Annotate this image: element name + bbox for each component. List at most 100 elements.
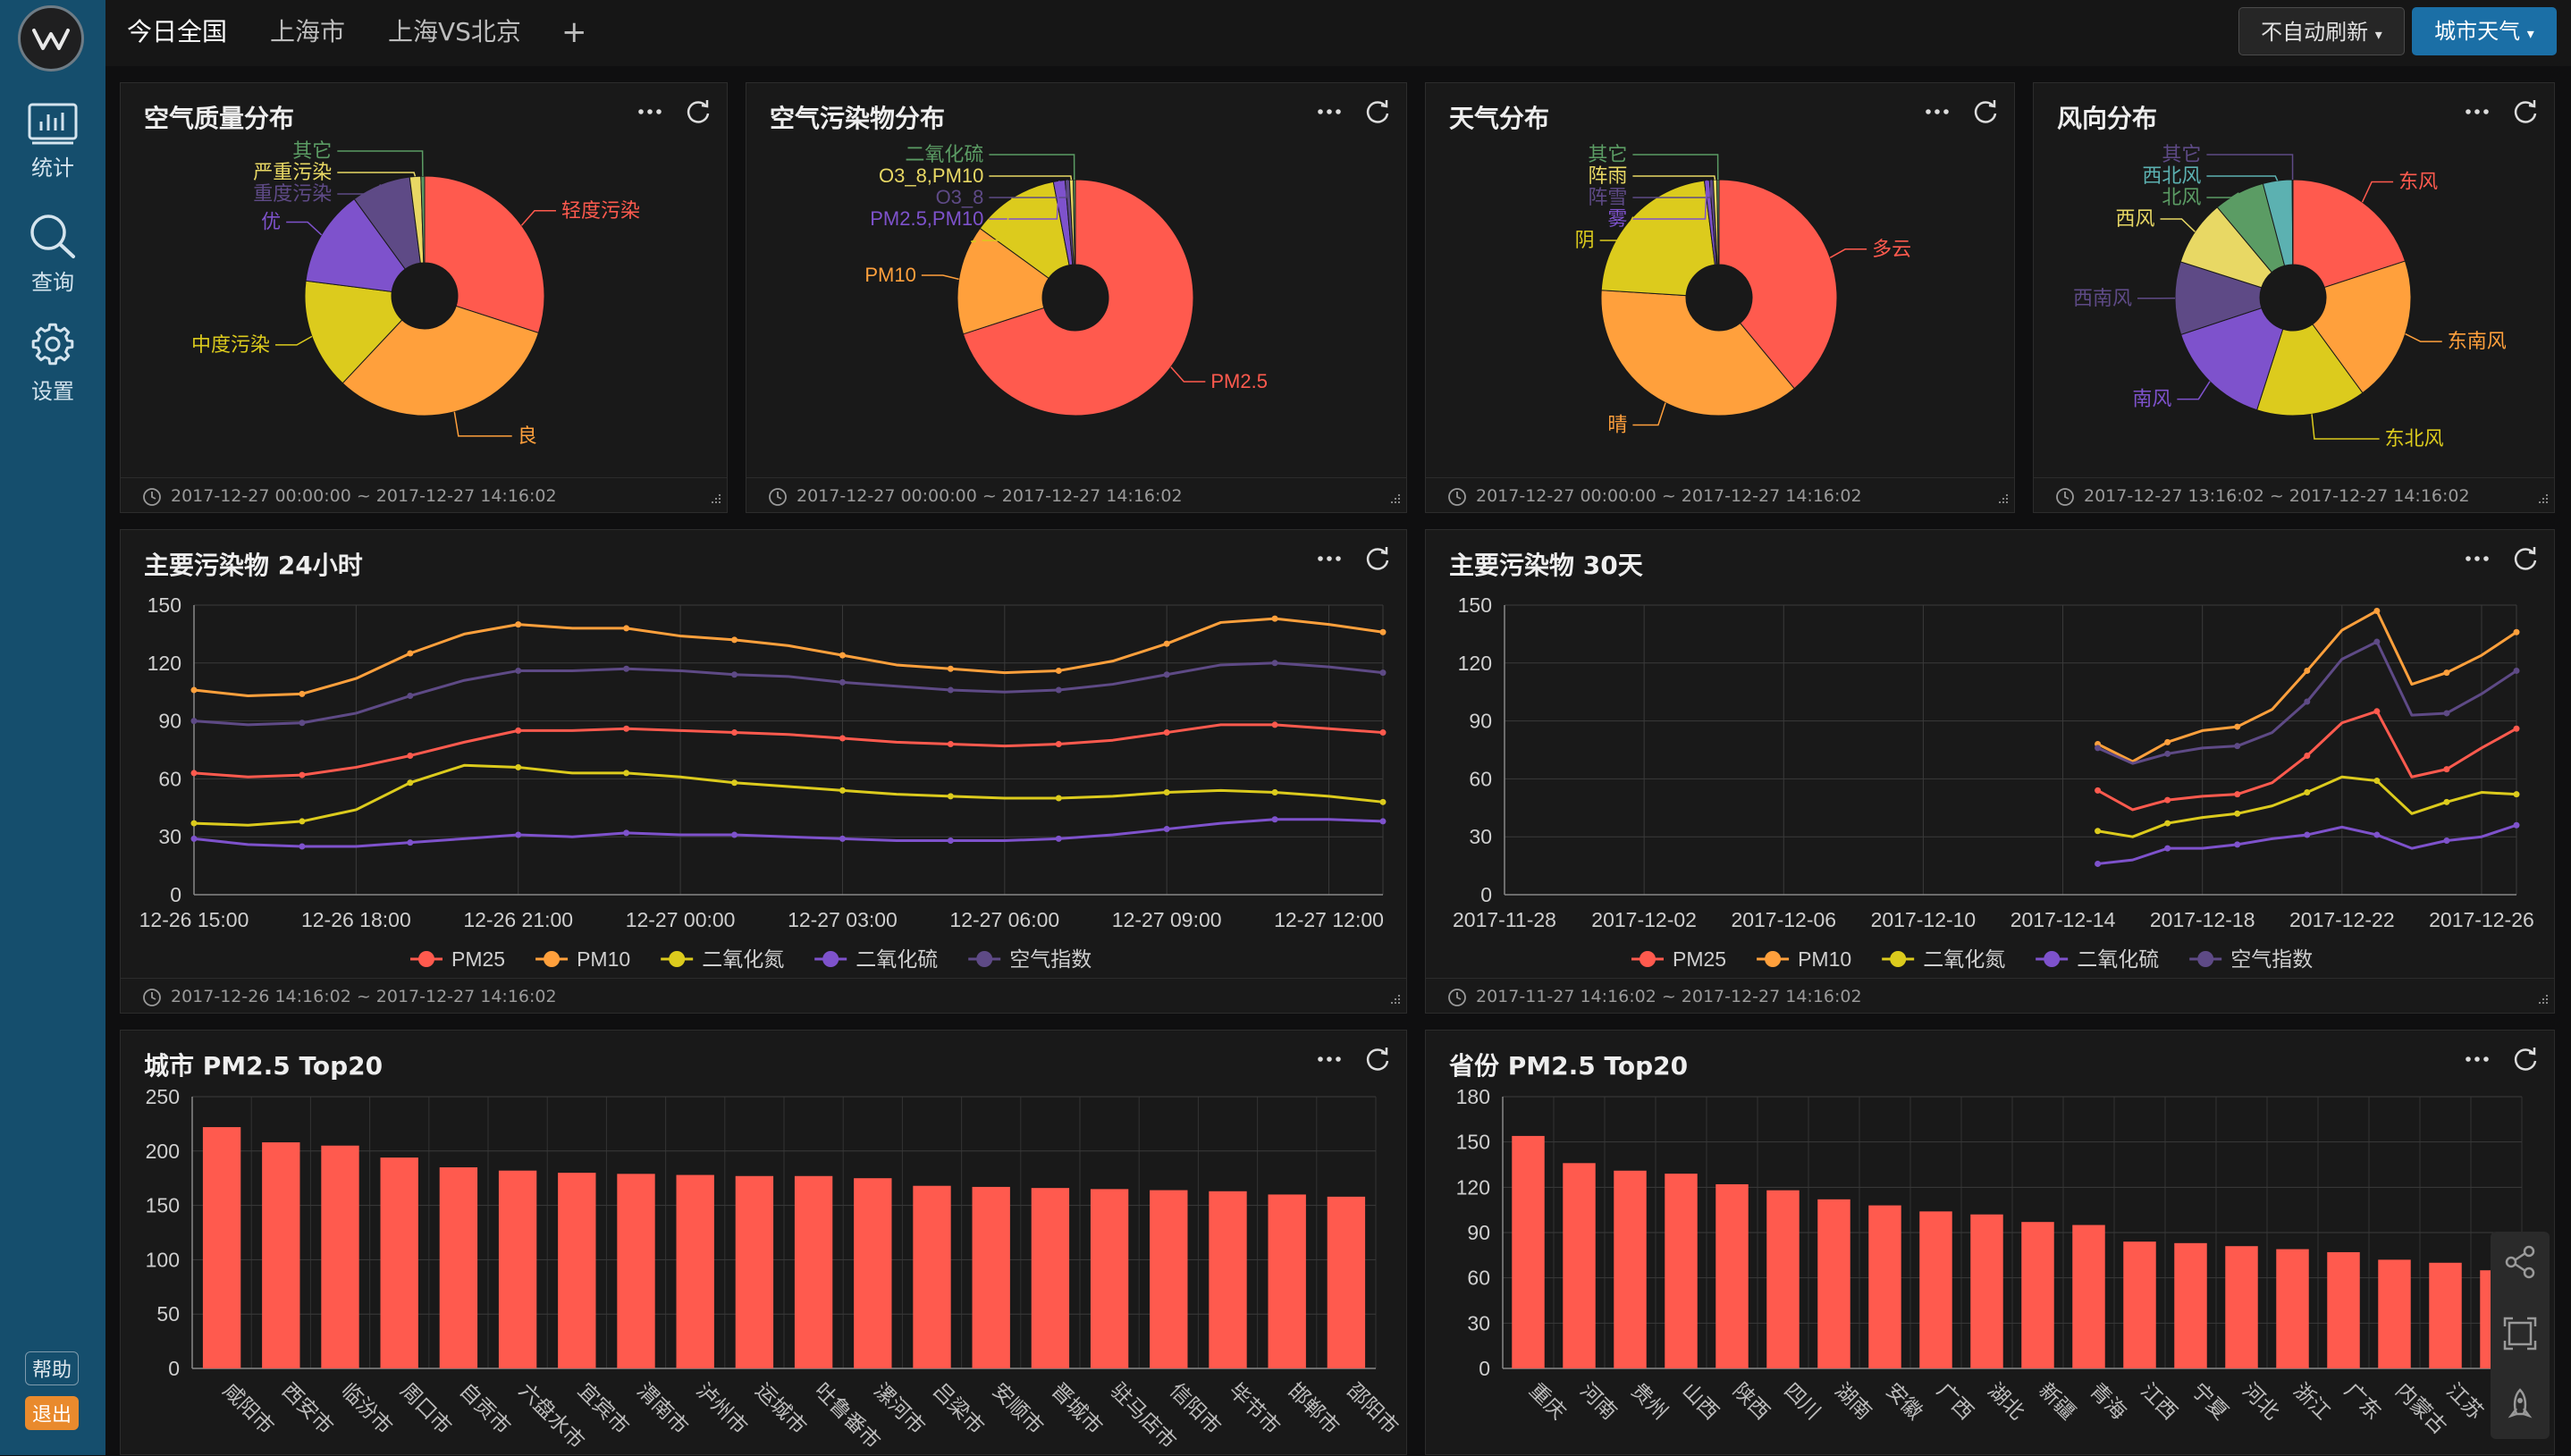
data-point[interactable]: [2164, 845, 2171, 852]
data-point[interactable]: [623, 829, 630, 837]
data-point[interactable]: [190, 820, 198, 827]
data-point[interactable]: [839, 835, 846, 842]
help-button[interactable]: 帮助: [25, 1351, 79, 1385]
bar[interactable]: [1563, 1163, 1596, 1368]
data-point[interactable]: [1163, 640, 1170, 647]
data-point[interactable]: [1163, 826, 1170, 833]
data-point[interactable]: [839, 787, 846, 794]
bar[interactable]: [1031, 1188, 1070, 1368]
data-point[interactable]: [1379, 818, 1387, 825]
data-point[interactable]: [2164, 738, 2171, 745]
bar[interactable]: [1327, 1196, 1366, 1368]
data-point[interactable]: [731, 729, 738, 736]
more-icon[interactable]: [1313, 543, 1345, 575]
bar[interactable]: [2327, 1251, 2360, 1368]
bar[interactable]: [1614, 1170, 1647, 1368]
data-point[interactable]: [1163, 789, 1170, 796]
data-point[interactable]: [1055, 667, 1062, 674]
data-point[interactable]: [2164, 796, 2171, 804]
refresh-icon[interactable]: [1361, 1043, 1394, 1075]
data-point[interactable]: [1055, 835, 1062, 842]
data-point[interactable]: [2373, 638, 2381, 645]
pie-slice[interactable]: [420, 175, 426, 264]
data-point[interactable]: [2443, 669, 2450, 677]
bar[interactable]: [2429, 1262, 2462, 1368]
pie-slice[interactable]: [424, 175, 545, 334]
data-point[interactable]: [623, 770, 630, 777]
resize-handle-icon[interactable]: [2536, 489, 2549, 509]
data-point[interactable]: [1055, 795, 1062, 802]
bar[interactable]: [972, 1186, 1010, 1368]
data-point[interactable]: [2304, 831, 2311, 838]
data-point[interactable]: [2513, 628, 2520, 635]
data-point[interactable]: [2304, 698, 2311, 705]
pie-slice[interactable]: [2312, 260, 2412, 394]
data-point[interactable]: [299, 690, 306, 697]
data-point[interactable]: [1055, 686, 1062, 694]
resize-handle-icon[interactable]: [1996, 489, 2009, 509]
share-icon[interactable]: [2502, 1244, 2538, 1280]
pie-slice[interactable]: [2180, 307, 2284, 411]
resize-handle-icon[interactable]: [1388, 489, 1401, 509]
refresh-icon[interactable]: [1361, 543, 1394, 575]
data-point[interactable]: [299, 818, 306, 825]
data-point[interactable]: [2234, 723, 2241, 730]
bar[interactable]: [2276, 1249, 2309, 1368]
data-point[interactable]: [190, 770, 198, 777]
pie-slice[interactable]: [962, 179, 1194, 417]
series-line[interactable]: [193, 661, 1384, 727]
auto-refresh-dropdown[interactable]: 不自动刷新 ▾: [2238, 7, 2405, 55]
bar[interactable]: [1868, 1205, 1901, 1368]
data-point[interactable]: [407, 839, 414, 846]
data-point[interactable]: [2095, 828, 2102, 835]
data-point[interactable]: [299, 843, 306, 850]
data-point[interactable]: [1379, 628, 1387, 635]
bar[interactable]: [617, 1174, 655, 1368]
legend-item[interactable]: 二氧化硫: [2036, 947, 2159, 971]
data-point[interactable]: [947, 665, 954, 672]
data-point[interactable]: [2234, 841, 2241, 848]
data-point[interactable]: [2304, 752, 2311, 759]
data-point[interactable]: [2443, 837, 2450, 845]
data-point[interactable]: [2443, 710, 2450, 717]
bar[interactable]: [439, 1167, 478, 1368]
data-point[interactable]: [190, 686, 198, 694]
pie-slice[interactable]: [2291, 179, 2294, 265]
bar[interactable]: [1209, 1191, 1247, 1368]
data-point[interactable]: [1055, 741, 1062, 748]
bar[interactable]: [1919, 1211, 1952, 1368]
more-icon[interactable]: [634, 96, 666, 128]
data-point[interactable]: [623, 665, 630, 672]
tab-shanghai[interactable]: 上海市: [270, 17, 346, 46]
bar[interactable]: [2225, 1246, 2258, 1368]
data-point[interactable]: [515, 727, 522, 734]
pie-slice[interactable]: [304, 280, 403, 384]
data-point[interactable]: [2234, 743, 2241, 750]
series-line[interactable]: [193, 818, 1384, 848]
legend-item[interactable]: 空气指数: [2189, 947, 2313, 971]
bar[interactable]: [2072, 1225, 2105, 1368]
bar[interactable]: [1090, 1189, 1129, 1368]
data-point[interactable]: [2443, 798, 2450, 805]
data-point[interactable]: [839, 652, 846, 659]
data-point[interactable]: [2513, 667, 2520, 674]
data-point[interactable]: [1163, 671, 1170, 678]
series-line[interactable]: [2097, 823, 2517, 865]
data-point[interactable]: [2443, 766, 2450, 773]
app-logo-icon[interactable]: [18, 5, 84, 72]
legend-item[interactable]: 二氧化硫: [814, 947, 938, 971]
fullscreen-icon[interactable]: [2502, 1316, 2538, 1351]
data-point[interactable]: [1271, 816, 1278, 823]
legend-item[interactable]: PM25: [410, 947, 505, 971]
bar[interactable]: [380, 1157, 418, 1368]
data-point[interactable]: [2095, 745, 2102, 752]
data-point[interactable]: [299, 771, 306, 778]
data-point[interactable]: [731, 636, 738, 644]
data-point[interactable]: [299, 720, 306, 727]
logout-button[interactable]: 退出: [25, 1396, 79, 1430]
data-point[interactable]: [731, 779, 738, 787]
data-point[interactable]: [947, 793, 954, 800]
pie-slice[interactable]: [341, 305, 540, 417]
more-icon[interactable]: [2461, 96, 2493, 128]
legend-item[interactable]: PM25: [1631, 947, 1726, 971]
